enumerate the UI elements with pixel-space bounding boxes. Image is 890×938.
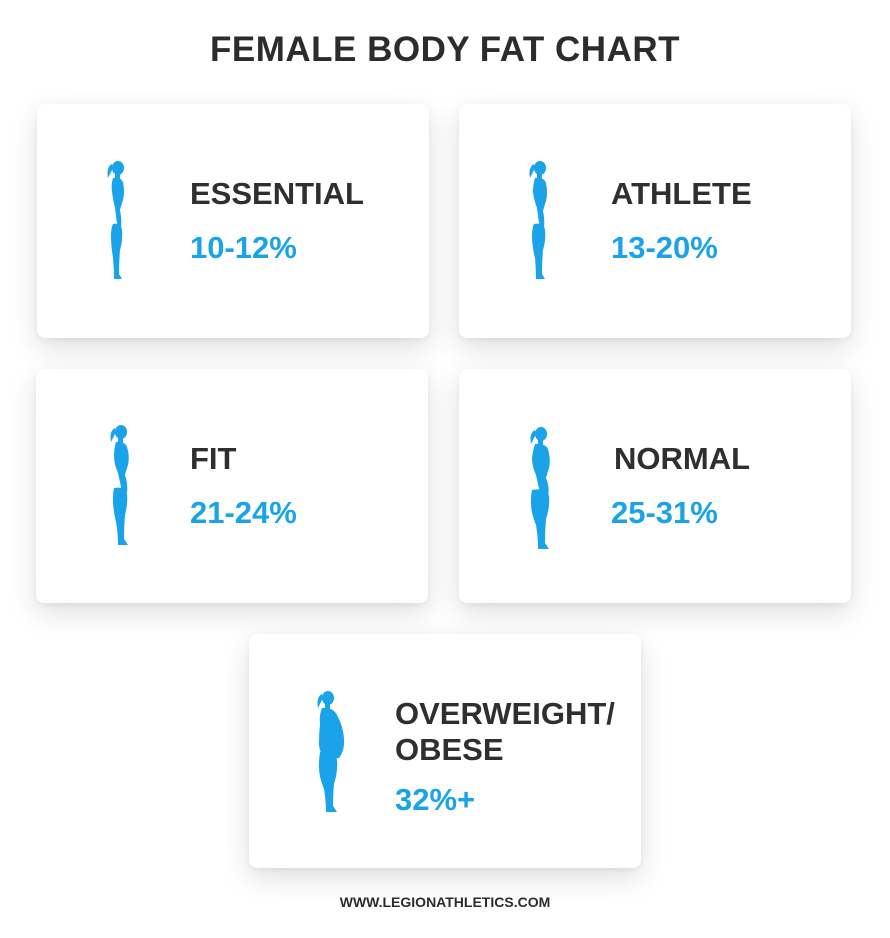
category-label: ATHLETE [611, 176, 752, 211]
category-label: FIT [190, 441, 237, 476]
category-label: NORMAL [614, 441, 751, 476]
category-card-essential: ESSENTIAL 10-12% [37, 104, 429, 338]
category-range: 10-12% [190, 230, 297, 265]
category-range: 13-20% [611, 230, 718, 265]
category-label: ESSENTIAL [190, 176, 364, 211]
category-card-athlete: ATHLETE 13-20% [459, 104, 851, 338]
category-label-line1: OVERWEIGHT/ [395, 696, 615, 731]
category-card-overweight-obese: OVERWEIGHT/ OBESE 32%+ [249, 634, 641, 868]
female-silhouette-normal-icon [523, 424, 559, 554]
category-range: 21-24% [190, 495, 297, 530]
female-silhouette-overweight-icon [311, 688, 351, 816]
category-range: 32%+ [395, 782, 476, 817]
female-silhouette-athletic-icon [521, 158, 555, 284]
female-silhouette-lean-icon [99, 158, 133, 284]
category-card-normal: NORMAL 25-31% [459, 369, 851, 603]
female-silhouette-fit-icon [104, 422, 138, 550]
page-title: FEMALE BODY FAT CHART [209, 30, 681, 69]
category-card-fit: FIT 21-24% [36, 369, 428, 603]
footer-url: WWW.LEGIONATHLETICS.COM [339, 894, 551, 910]
category-label-line2: OBESE [395, 732, 504, 767]
category-range: 25-31% [611, 495, 718, 530]
